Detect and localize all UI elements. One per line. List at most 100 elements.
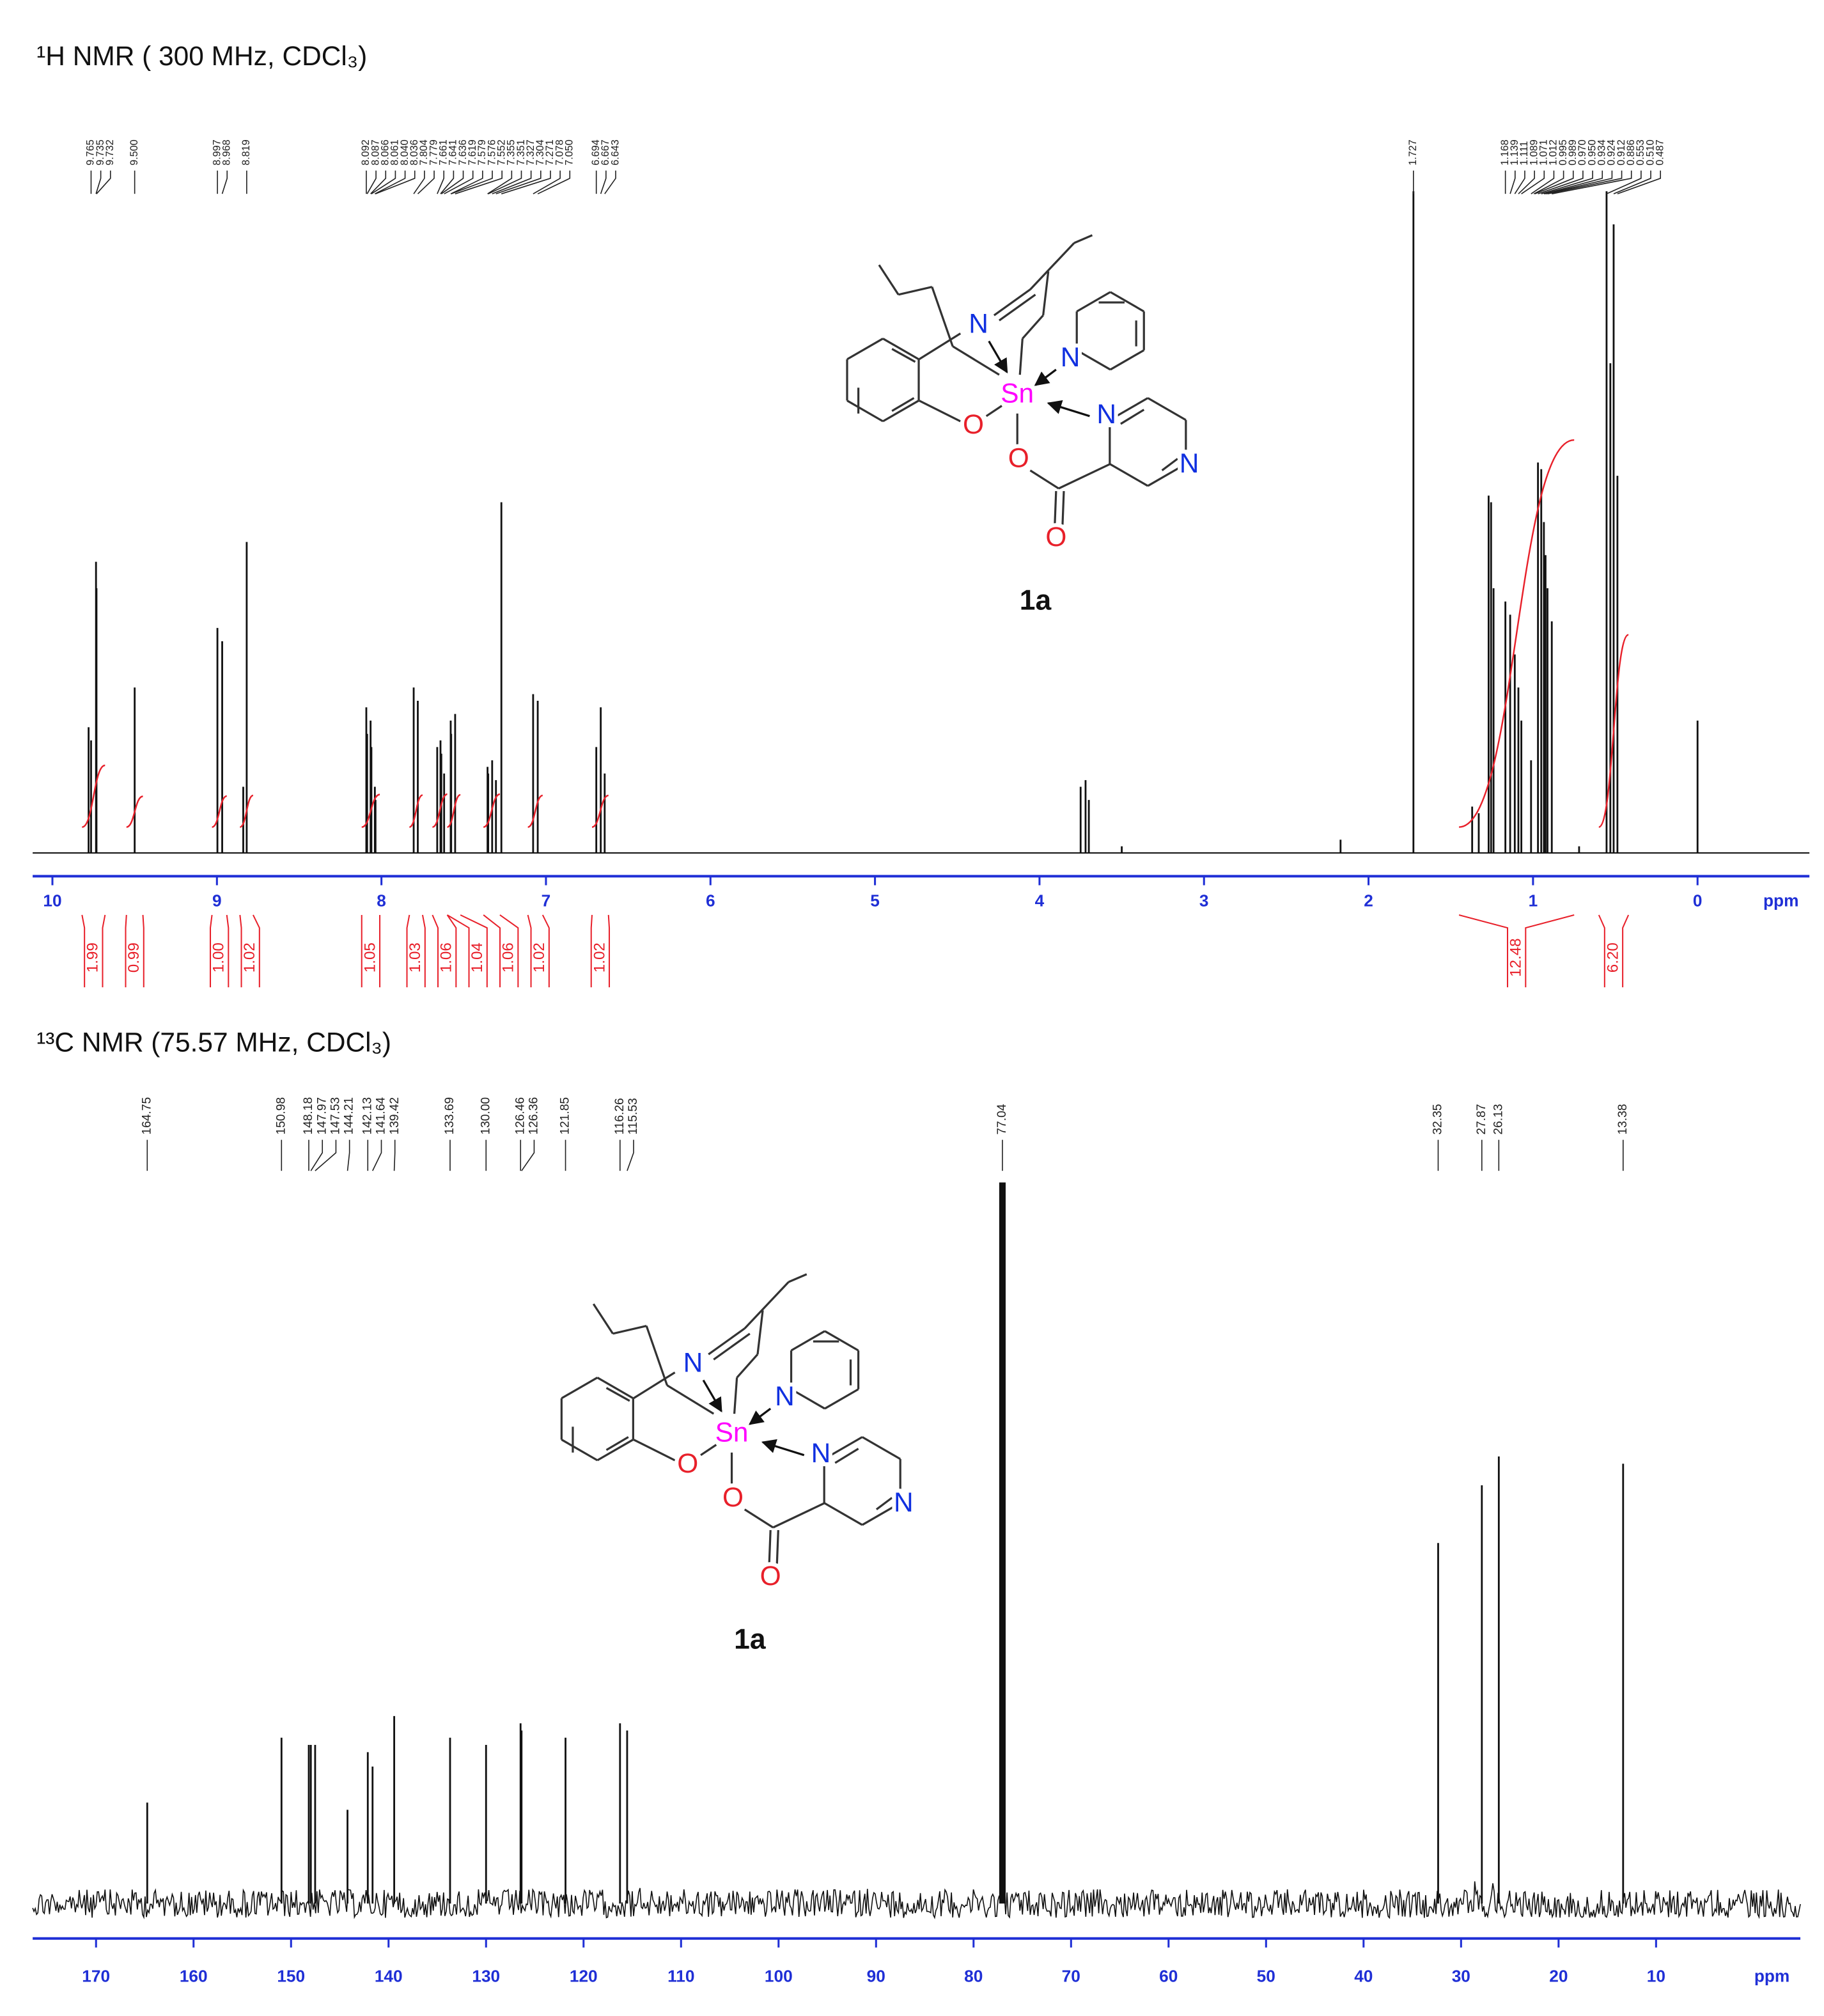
integral-curve — [126, 795, 143, 828]
peak-label: 142.13 — [361, 1097, 374, 1135]
atom-label: O — [1008, 443, 1029, 473]
x-tick-label: 9 — [212, 891, 222, 910]
peak-label-leader — [492, 170, 532, 194]
peak-label-leader — [1534, 170, 1574, 194]
atom-label: O — [760, 1561, 781, 1591]
bond — [733, 1377, 738, 1414]
bond — [788, 1273, 807, 1283]
peak-label-leader — [1552, 170, 1632, 194]
x-tick-label: 90 — [867, 1966, 885, 1985]
integral-curve — [591, 794, 609, 828]
peak-label-leader — [1518, 170, 1535, 194]
atom-label: N — [811, 1438, 831, 1468]
peak-label: 147.53 — [329, 1097, 343, 1135]
bond — [768, 1529, 772, 1564]
peak-label-leader — [1547, 170, 1623, 194]
x-tick-label: 110 — [667, 1966, 694, 1985]
peak-label: 7.804 — [418, 139, 430, 165]
integral-label: 1.02 — [531, 942, 548, 973]
peak-label-leader — [417, 170, 435, 194]
bond — [1076, 349, 1111, 371]
peak-label-leader — [440, 170, 464, 194]
bond — [1076, 291, 1111, 313]
peak-label: 1.071 — [1538, 139, 1550, 165]
integral-bracket — [210, 914, 230, 988]
peak-label: 8.092 — [360, 139, 371, 165]
peak-label-leader — [374, 170, 406, 194]
peak-label: 0.510 — [1644, 139, 1656, 165]
peak-label-leader — [347, 1139, 350, 1171]
bond — [1161, 458, 1178, 471]
peak-label-leader — [96, 170, 111, 194]
peak-label-leader — [393, 1139, 396, 1171]
integral-bracket — [527, 914, 550, 988]
chart-title: ¹³C NMR (75.57 MHz, CDCl₃) — [36, 1027, 391, 1057]
bond — [736, 1354, 759, 1379]
bond — [756, 1310, 764, 1355]
x-tick-label: 160 — [180, 1966, 208, 1985]
integral-bracket — [1598, 914, 1630, 988]
bond — [1109, 463, 1149, 487]
peak-label: 6.667 — [600, 139, 611, 165]
peak-label-leader — [413, 170, 425, 194]
bond — [1073, 234, 1093, 244]
peak-label-leader — [310, 1139, 323, 1171]
peak-label-leader — [495, 170, 542, 194]
peak-label: 6.694 — [590, 139, 602, 165]
peak-label-leader — [1531, 170, 1555, 194]
bond — [1061, 490, 1065, 525]
peak-label: 147.97 — [315, 1097, 329, 1135]
integral-label: 12.48 — [1508, 938, 1525, 977]
atom-label: O — [1045, 522, 1066, 552]
integral-label: 1.00 — [210, 942, 228, 973]
peak-label-leader — [604, 170, 616, 194]
bond — [744, 1508, 774, 1529]
bond — [605, 1387, 630, 1402]
x-tick-label: 4 — [1035, 891, 1045, 910]
peak-label: 133.69 — [443, 1097, 456, 1135]
bond — [823, 1502, 863, 1526]
x-tick-label: 6 — [706, 891, 715, 910]
bond — [891, 348, 916, 363]
peak-label: 8.968 — [221, 139, 233, 165]
peak-label-leader — [451, 170, 493, 194]
peak-label: 26.13 — [1492, 1104, 1505, 1135]
peak-label: 150.98 — [274, 1097, 288, 1135]
peak-label: 0.912 — [1616, 139, 1627, 165]
x-tick-label: 30 — [1452, 1966, 1470, 1985]
atom-label: N — [1180, 448, 1199, 478]
atom-label: N — [1061, 342, 1080, 372]
peak-label-leader — [488, 170, 522, 194]
bond — [700, 1444, 717, 1457]
bond — [918, 400, 962, 423]
peak-label: 148.18 — [302, 1097, 315, 1135]
bond — [846, 400, 884, 423]
peak-label: 9.765 — [85, 139, 97, 165]
integral-bracket — [361, 914, 381, 988]
bond — [1022, 315, 1044, 340]
integral-bracket — [81, 914, 106, 988]
atom-label: O — [677, 1448, 698, 1478]
coordination-arrow — [1047, 400, 1090, 418]
x-tick-label: 2 — [1364, 891, 1373, 910]
integral-curve — [361, 793, 380, 828]
peak-label: 8.061 — [389, 139, 401, 165]
peak-label: 1.168 — [1499, 139, 1511, 165]
peak-label: 0.970 — [1577, 139, 1588, 165]
peak-label-leader — [444, 170, 474, 194]
bond — [931, 286, 954, 347]
bond — [985, 405, 1002, 418]
peak-label: 8.040 — [399, 139, 410, 165]
bond — [882, 338, 919, 361]
peak-label: 8.819 — [240, 139, 252, 165]
peak-label-leader — [315, 1139, 337, 1171]
bond — [790, 1388, 825, 1410]
peak-label-leader — [1613, 170, 1651, 194]
peak-label: 8.066 — [380, 139, 391, 165]
x-tick-label: 170 — [82, 1966, 110, 1985]
peak-label-leader — [370, 170, 387, 194]
x-tick-label: 5 — [870, 891, 880, 910]
x-tick-label: 20 — [1549, 1966, 1568, 1985]
bond — [998, 293, 1036, 322]
